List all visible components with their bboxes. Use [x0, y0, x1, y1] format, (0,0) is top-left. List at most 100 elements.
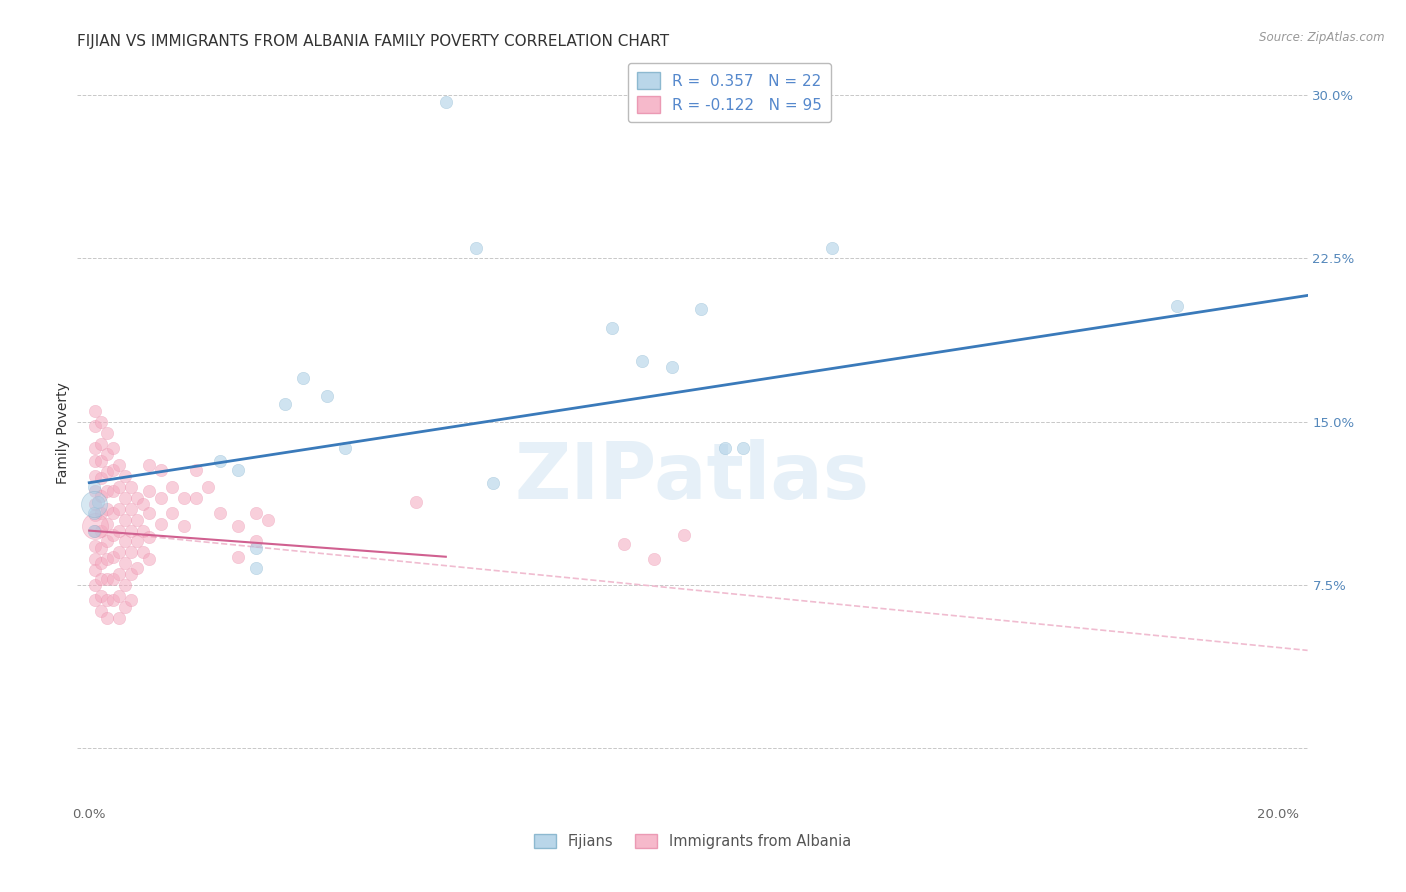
Point [84, 593, 107, 607]
Point [96, 517, 118, 532]
Text: ZIPatlas: ZIPatlas [515, 439, 870, 515]
Point [101, 506, 124, 520]
Point [83, 498, 105, 512]
Point [84, 419, 107, 434]
Point [84, 498, 107, 512]
Point [108, 567, 131, 582]
Point [83, 506, 105, 520]
Point [84, 539, 107, 553]
Y-axis label: Family Poverty: Family Poverty [56, 382, 70, 483]
Point [120, 524, 142, 538]
Point [131, 545, 153, 559]
Point [114, 513, 136, 527]
Point [120, 501, 142, 516]
Point [714, 441, 737, 455]
Point [120, 567, 142, 582]
Point [96, 425, 118, 440]
Point [690, 301, 713, 316]
Point [96, 611, 118, 625]
Point [84, 469, 107, 483]
Point [125, 534, 148, 549]
Point [96, 534, 118, 549]
Point [84, 404, 107, 418]
Point [114, 491, 136, 505]
Point [84, 552, 107, 566]
Point [96, 501, 118, 516]
Point [90, 454, 112, 468]
Point [125, 513, 148, 527]
Point [125, 491, 148, 505]
Point [90, 506, 112, 520]
Point [1166, 299, 1188, 313]
Point [108, 458, 131, 473]
Point [672, 528, 695, 542]
Point [101, 441, 124, 455]
Point [138, 506, 160, 520]
Point [245, 560, 267, 574]
Point [226, 549, 249, 564]
Point [731, 441, 754, 455]
Point [405, 495, 427, 509]
Point [90, 604, 112, 618]
Point [84, 578, 107, 592]
Point [101, 572, 124, 586]
Point [114, 578, 136, 592]
Point [114, 599, 136, 614]
Point [108, 611, 131, 625]
Point [173, 491, 195, 505]
Point [96, 465, 118, 479]
Point [108, 589, 131, 603]
Point [138, 530, 160, 544]
Point [96, 552, 118, 566]
Point [90, 541, 112, 555]
Point [274, 397, 297, 411]
Point [90, 489, 112, 503]
Point [84, 508, 107, 523]
Point [256, 513, 278, 527]
Point [90, 572, 112, 586]
Point [138, 458, 160, 473]
Point [226, 519, 249, 533]
Point [101, 549, 124, 564]
Point [208, 454, 231, 468]
Point [108, 524, 131, 538]
Point [84, 519, 107, 533]
Point [173, 519, 195, 533]
Point [643, 552, 665, 566]
Point [108, 480, 131, 494]
Point [101, 593, 124, 607]
Point [138, 552, 160, 566]
Point [84, 454, 107, 468]
Point [90, 471, 112, 485]
Legend: Fijians, Immigrants from Albania: Fijians, Immigrants from Albania [529, 828, 856, 855]
Point [101, 462, 124, 476]
Point [600, 321, 623, 335]
Point [631, 353, 654, 368]
Point [96, 572, 118, 586]
Point [120, 480, 142, 494]
Point [84, 441, 107, 455]
Point [84, 563, 107, 577]
Point [613, 536, 636, 550]
Point [101, 484, 124, 499]
Point [90, 556, 112, 570]
Point [131, 498, 153, 512]
Point [114, 556, 136, 570]
Point [333, 441, 356, 455]
Point [90, 524, 112, 538]
Point [464, 240, 486, 255]
Point [245, 506, 267, 520]
Point [120, 593, 142, 607]
Text: FIJIAN VS IMMIGRANTS FROM ALBANIA FAMILY POVERTY CORRELATION CHART: FIJIAN VS IMMIGRANTS FROM ALBANIA FAMILY… [77, 34, 669, 49]
Point [149, 517, 172, 532]
Point [434, 95, 457, 109]
Point [162, 506, 184, 520]
Point [661, 360, 683, 375]
Point [84, 484, 107, 499]
Point [90, 415, 112, 429]
Point [138, 484, 160, 499]
Point [83, 524, 105, 538]
Point [186, 462, 208, 476]
Point [186, 491, 208, 505]
Point [101, 528, 124, 542]
